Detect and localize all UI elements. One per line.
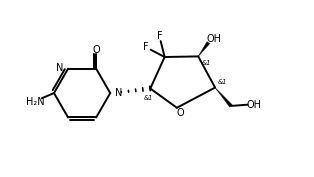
Text: OH: OH <box>206 34 221 44</box>
Text: O: O <box>177 108 185 118</box>
Text: &1: &1 <box>144 95 154 101</box>
Text: &1: &1 <box>202 59 212 65</box>
Text: &1: &1 <box>218 79 227 85</box>
Text: N: N <box>115 88 122 98</box>
Text: F: F <box>157 31 162 41</box>
Text: O: O <box>92 45 100 55</box>
Text: N: N <box>56 63 63 73</box>
Polygon shape <box>215 88 232 107</box>
Text: F: F <box>143 42 148 52</box>
Polygon shape <box>198 42 210 56</box>
Text: OH: OH <box>246 100 261 110</box>
Text: H₂N: H₂N <box>26 97 45 107</box>
